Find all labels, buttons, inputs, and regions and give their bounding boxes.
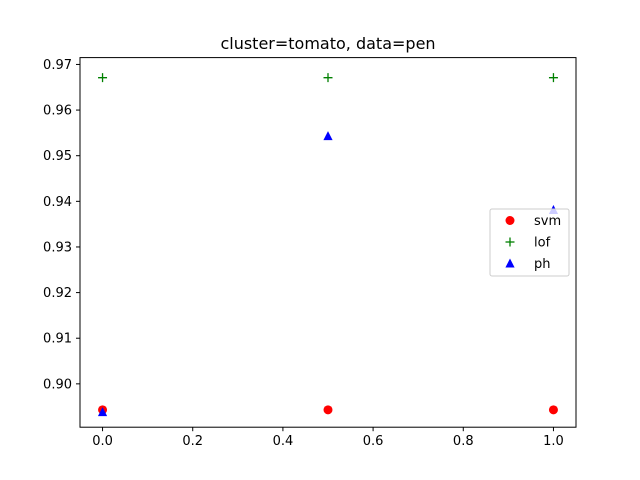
data-point-ph <box>97 407 108 417</box>
data-point-lof <box>548 73 558 83</box>
y-tick-label: 0.97 <box>43 58 72 73</box>
y-tick-label: 0.90 <box>43 377 72 392</box>
axes-frame <box>79 57 577 428</box>
x-tick-label: 0.8 <box>453 434 474 449</box>
y-tick-label: 0.91 <box>43 332 72 347</box>
plot-area <box>97 73 559 417</box>
legend-marker-svm <box>505 216 515 225</box>
data-point-ph <box>323 131 333 141</box>
data-point-svm <box>323 405 333 415</box>
x-tick-label: 0.2 <box>182 434 203 449</box>
y-tick-label: 0.93 <box>43 240 72 255</box>
data-point-svm <box>548 405 558 415</box>
x-tick-label: 1.0 <box>543 434 564 449</box>
legend-label-ph: ph <box>534 257 551 272</box>
y-tick-label: 0.92 <box>43 286 72 301</box>
x-tick-label: 0.6 <box>363 434 384 449</box>
legend: svm lof ph <box>489 208 570 277</box>
y-tick-label: 0.94 <box>43 195 72 210</box>
legend-marker-lof <box>505 237 515 247</box>
data-point-lof <box>98 73 108 83</box>
y-tick-label: 0.96 <box>43 104 72 119</box>
legend-marker-ph <box>505 258 515 268</box>
x-tick-label: 0.4 <box>273 434 294 449</box>
y-axis: 0.90 0.91 0.92 0.93 0.94 0.95 0.96 0.97 <box>43 58 80 392</box>
data-points <box>97 73 559 417</box>
legend-label-lof: lof <box>534 236 551 251</box>
x-axis: 0.0 0.2 0.4 0.6 0.8 1.0 <box>92 427 564 449</box>
legend-label-svm: svm <box>534 214 561 229</box>
x-tick-label: 0.0 <box>92 434 113 449</box>
data-point-lof <box>323 73 333 83</box>
y-tick-label: 0.95 <box>43 149 72 164</box>
chart-title: cluster=tomato, data=pen <box>220 34 435 53</box>
